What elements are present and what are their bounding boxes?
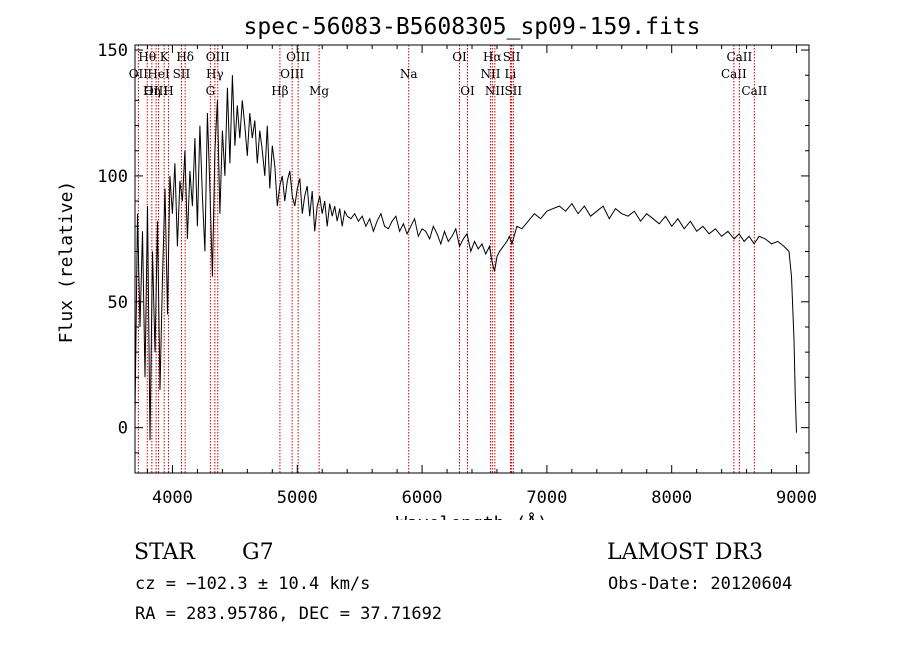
line-marker-label-25: CaII [721,67,747,81]
line-marker-label-11: OIII [206,50,230,64]
chart-title: spec-56083-B5608305_sp09-159.fits [244,14,701,40]
y-tick-label-3: 150 [97,41,128,61]
x-tick-label-1: 5000 [277,488,318,508]
y-tick-label-2: 100 [97,167,128,187]
y-tick-label-0: 0 [118,419,128,439]
line-marker-label-10: Hγ [206,67,224,81]
line-marker-label-7: SII [173,67,191,81]
axes: 4000 5000 6000 7000 8000 9000 0 50 100 150 [97,41,817,508]
line-marker-label-4: HeI [147,67,170,81]
line-marker-label-26: CaII [726,50,752,64]
line-marker-label-24: SII [504,84,522,98]
line-marker-label-12: Hβ [271,84,288,98]
y-axis-label: Flux (relative) [56,181,77,344]
x-tick-label-5: 9000 [776,488,817,508]
line-marker-label-21: NII [485,84,505,98]
line-marker-label-5: K [160,50,170,64]
line-marker-label-20: Hα [483,50,502,64]
line-marker-label-3: Hη [143,84,161,98]
x-tick-label-3: 7000 [526,488,567,508]
line-marker-label-27: CaII [741,84,767,98]
line-marker-label-22: Li [505,67,517,81]
x-axis-label: Wavelength (Å) [396,512,548,520]
line-marker-label-1: OII [129,67,149,81]
plot-frame [134,44,810,474]
y-tick-label-1: 50 [108,293,128,313]
obs-date: Obs-Date: 20120604 [608,574,793,594]
object-class: STAR [134,540,195,565]
spectrum-chart: spec-56083-B5608305_sp09-159.fits Hθ OII O… [56,14,817,520]
x-tick-label-0: 4000 [152,488,193,508]
line-marker-label-14: OIII [286,50,310,64]
line-marker-label-17: OI [452,50,467,64]
line-marker-label-23: SII [503,50,521,64]
line-marker-label-8: Hδ [176,50,194,64]
coordinates: RA = 283.95786, DEC = 37.71692 [135,604,443,624]
line-marker-label-0: Hθ [138,50,156,64]
x-tick-label-2: 6000 [402,488,443,508]
spectrum-line [134,75,797,441]
subclass: G7 [242,540,274,565]
line-marker-label-13: OIII [280,67,304,81]
redshift-text: cz = −102.3 ± 10.4 km/s [135,574,371,594]
line-marker-label-6: H [163,84,173,98]
x-tick-label-4: 8000 [651,488,692,508]
line-marker-label-19: NII [480,67,500,81]
line-marker-label-15: Mg [309,84,329,98]
line-marker-label-18: OI [460,84,475,98]
line-marker-label-2: OIII [144,84,168,98]
survey-name: LAMOST DR3 [607,540,763,565]
line-markers: HθOIIOIIIHηHeIKHSIIHδGHγOIIIHβOIIIOIIIMg… [129,45,767,473]
line-marker-label-16: Na [400,67,418,81]
line-marker-label-9: G [206,84,216,98]
